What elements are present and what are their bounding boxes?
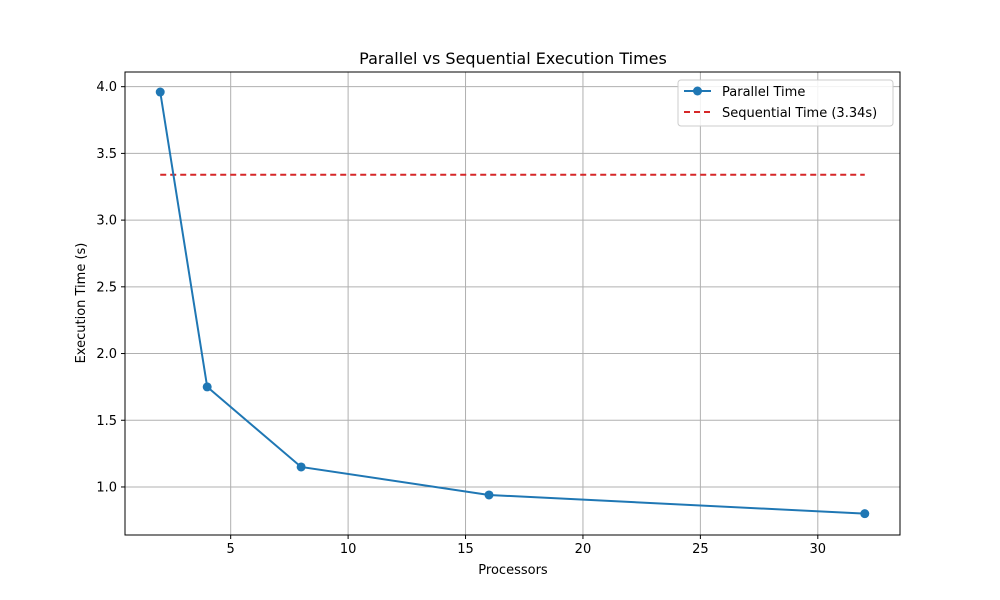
parallel-time-point [860, 509, 870, 519]
y-tick-label: 1.5 [96, 414, 117, 429]
legend-parallel-label: Parallel Time [722, 85, 805, 100]
x-tick-label: 5 [227, 542, 235, 557]
parallel-time-point [155, 87, 165, 97]
parallel-time-point [296, 462, 306, 472]
parallel-time-point [202, 382, 212, 392]
x-tick-label: 30 [810, 542, 827, 557]
x-tick-label: 25 [692, 542, 709, 557]
legend-box [677, 79, 894, 127]
y-tick-label: 4.0 [96, 80, 117, 95]
parallel-series [155, 87, 870, 519]
plot-frame [124, 71, 901, 536]
y-tick-label: 3.0 [96, 214, 117, 229]
y-tick-label: 2.5 [96, 280, 117, 295]
y-axis: 1.0 1.5 2.0 2.5 3.0 3.5 4.0 [96, 80, 125, 495]
y-tick-label: 1.0 [96, 480, 117, 495]
x-axis-label: Processors [478, 563, 548, 578]
y-axis-label: Execution Time (s) [74, 243, 89, 364]
x-tick-label: 15 [457, 542, 474, 557]
legend: Parallel Time Sequential Time (3.34s) [677, 79, 894, 127]
chart-title: Parallel vs Sequential Execution Times [359, 49, 667, 68]
legend-sequential-label: Sequential Time (3.34s) [722, 106, 877, 121]
parallel-time-point [484, 490, 494, 500]
y-tick-label: 2.0 [96, 347, 117, 362]
legend-parallel-marker [693, 86, 702, 96]
x-axis: 5 10 15 20 25 30 [227, 535, 827, 557]
plot-area [125, 72, 900, 535]
x-tick-label: 20 [575, 542, 592, 557]
grid [125, 72, 900, 535]
x-tick-label: 10 [340, 542, 357, 557]
y-tick-label: 3.5 [96, 147, 117, 162]
